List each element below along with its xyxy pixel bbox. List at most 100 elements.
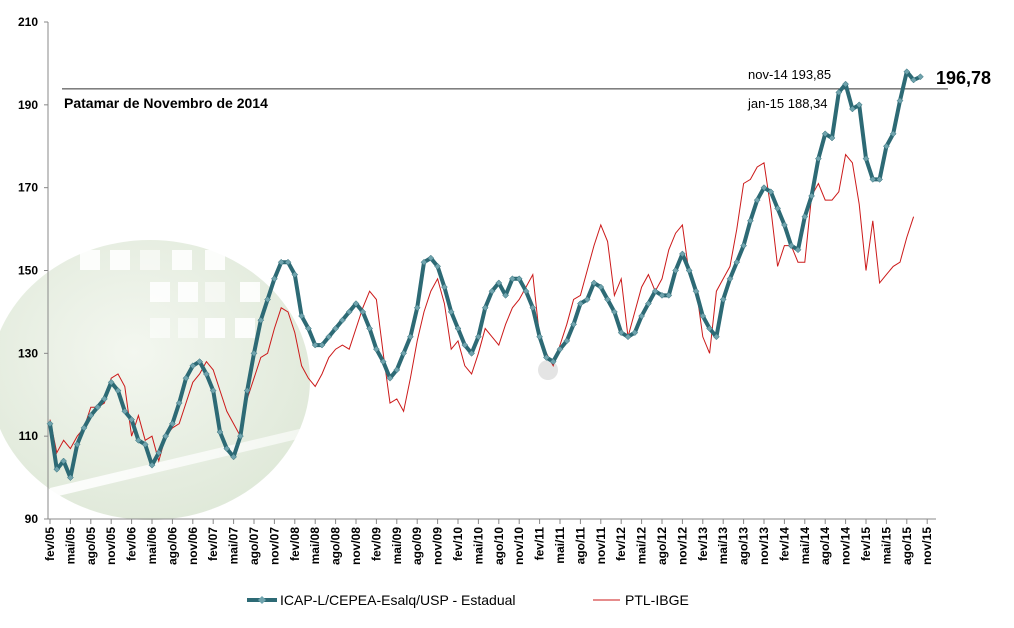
data-point-icap [352, 300, 360, 307]
legend-label-ptl: PTL-IBGE [625, 592, 689, 608]
decor-square [110, 250, 130, 270]
x-tick-label: mai/09 [390, 527, 404, 565]
data-point-icap [393, 366, 401, 374]
data-point-icap [230, 453, 237, 461]
data-point-icap [441, 283, 448, 291]
data-point-icap [264, 296, 271, 303]
data-point-icap [80, 424, 88, 432]
data-point-icap [148, 461, 156, 469]
data-point-icap [651, 287, 659, 295]
axes: 90 110 130 150 170 190 210 fev/05 mai/05 ago/05 n… [18, 15, 936, 565]
data-point-icap [896, 97, 904, 105]
data-point-icap [849, 105, 856, 113]
x-tick-label: nov/12 [675, 527, 689, 565]
data-point-icap [128, 416, 135, 423]
data-point-icap [631, 329, 639, 336]
x-tick-label: fev/15 [859, 527, 873, 561]
data-point-icap [855, 101, 863, 109]
x-tick-label: nov/07 [267, 527, 281, 565]
data-point-icap [529, 304, 537, 312]
data-point-icap [617, 329, 625, 336]
data-point-icap [257, 316, 265, 324]
data-point-icap [747, 217, 754, 225]
decor-square [178, 318, 198, 338]
x-tick-label: mai/11 [553, 527, 567, 564]
data-point-icap [420, 258, 428, 266]
data-point-icap [903, 68, 911, 76]
decor-square [240, 232, 260, 252]
annotation-nov14: nov-14 193,85 [748, 67, 831, 82]
data-point-icap [917, 73, 924, 81]
data-point-icap [910, 76, 917, 84]
data-point-icap [726, 275, 734, 283]
decor-square [237, 175, 257, 195]
data-point-icap [87, 412, 95, 419]
data-point-icap [271, 275, 278, 283]
decor-square [150, 282, 170, 302]
data-point-icap [107, 378, 115, 386]
data-point-icap [842, 80, 849, 88]
data-point-icap [101, 395, 108, 403]
legend-label-icap: ICAP-L/CEPEA-Esalq/USP - Estadual [280, 592, 516, 608]
data-point-icap [760, 184, 768, 192]
y-tick-label: 110 [19, 429, 39, 443]
y-tick-label: 90 [25, 512, 39, 526]
data-point-icap [583, 296, 591, 303]
data-point-icap [515, 275, 523, 283]
data-point-icap [413, 304, 421, 312]
data-point-icap [604, 296, 611, 303]
annotation-last-value: 196,78 [936, 68, 991, 88]
data-point-icap [570, 320, 577, 328]
data-point-icap [706, 325, 713, 332]
data-point-icap [740, 242, 747, 250]
x-tick-label: ago/12 [655, 527, 669, 565]
x-tick-label: mai/10 [471, 527, 485, 565]
data-point-icap [121, 407, 129, 415]
x-tick-label: nov/10 [512, 527, 526, 565]
data-point-icap [685, 267, 693, 274]
data-point-icap [325, 333, 333, 341]
data-point-icap [209, 387, 217, 394]
data-point-icap [46, 420, 54, 428]
legend-item-icap: ICAP-L/CEPEA-Esalq/USP - Estadual [247, 592, 516, 608]
decor-square [112, 183, 132, 203]
data-point-icap [169, 420, 176, 428]
data-point-icap [815, 155, 822, 163]
data-point-icap [794, 246, 802, 254]
data-point-icap [447, 308, 455, 316]
data-point-icap [243, 387, 251, 394]
data-point-icap [821, 130, 829, 138]
data-point-icap [345, 308, 353, 316]
x-tick-label: nov/13 [757, 527, 771, 565]
x-tick-label: ago/07 [247, 527, 261, 565]
x-tick-label: fev/11 [533, 527, 547, 561]
plot-area [46, 68, 948, 481]
x-tick-label: ago/08 [329, 527, 343, 565]
data-point-icap [135, 436, 142, 444]
data-point-icap [624, 333, 632, 341]
x-tick-label: nov/11 [594, 527, 608, 565]
x-tick-label: fev/10 [451, 527, 465, 561]
data-point-icap [556, 345, 564, 353]
data-point-icap [481, 304, 489, 312]
data-point-icap [427, 254, 435, 262]
x-tick-label: mai/13 [716, 527, 730, 565]
x-tick-label: fev/06 [125, 527, 139, 561]
y-tick-label: 190 [18, 98, 38, 112]
data-point-icap [284, 258, 292, 266]
data-point-icap [522, 287, 530, 295]
data-point-icap [889, 130, 897, 138]
x-tick-label: nov/06 [186, 527, 200, 565]
data-point-icap [407, 333, 414, 341]
data-point-icap [277, 258, 285, 266]
decor-square [168, 218, 188, 238]
data-point-icap [141, 441, 149, 448]
data-point-icap [250, 349, 258, 357]
data-point-icap [162, 432, 169, 440]
data-point-icap [862, 155, 870, 163]
data-point-icap [563, 337, 571, 345]
decor-square [178, 282, 198, 302]
data-point-icap [196, 358, 203, 365]
decor-square [150, 183, 170, 203]
